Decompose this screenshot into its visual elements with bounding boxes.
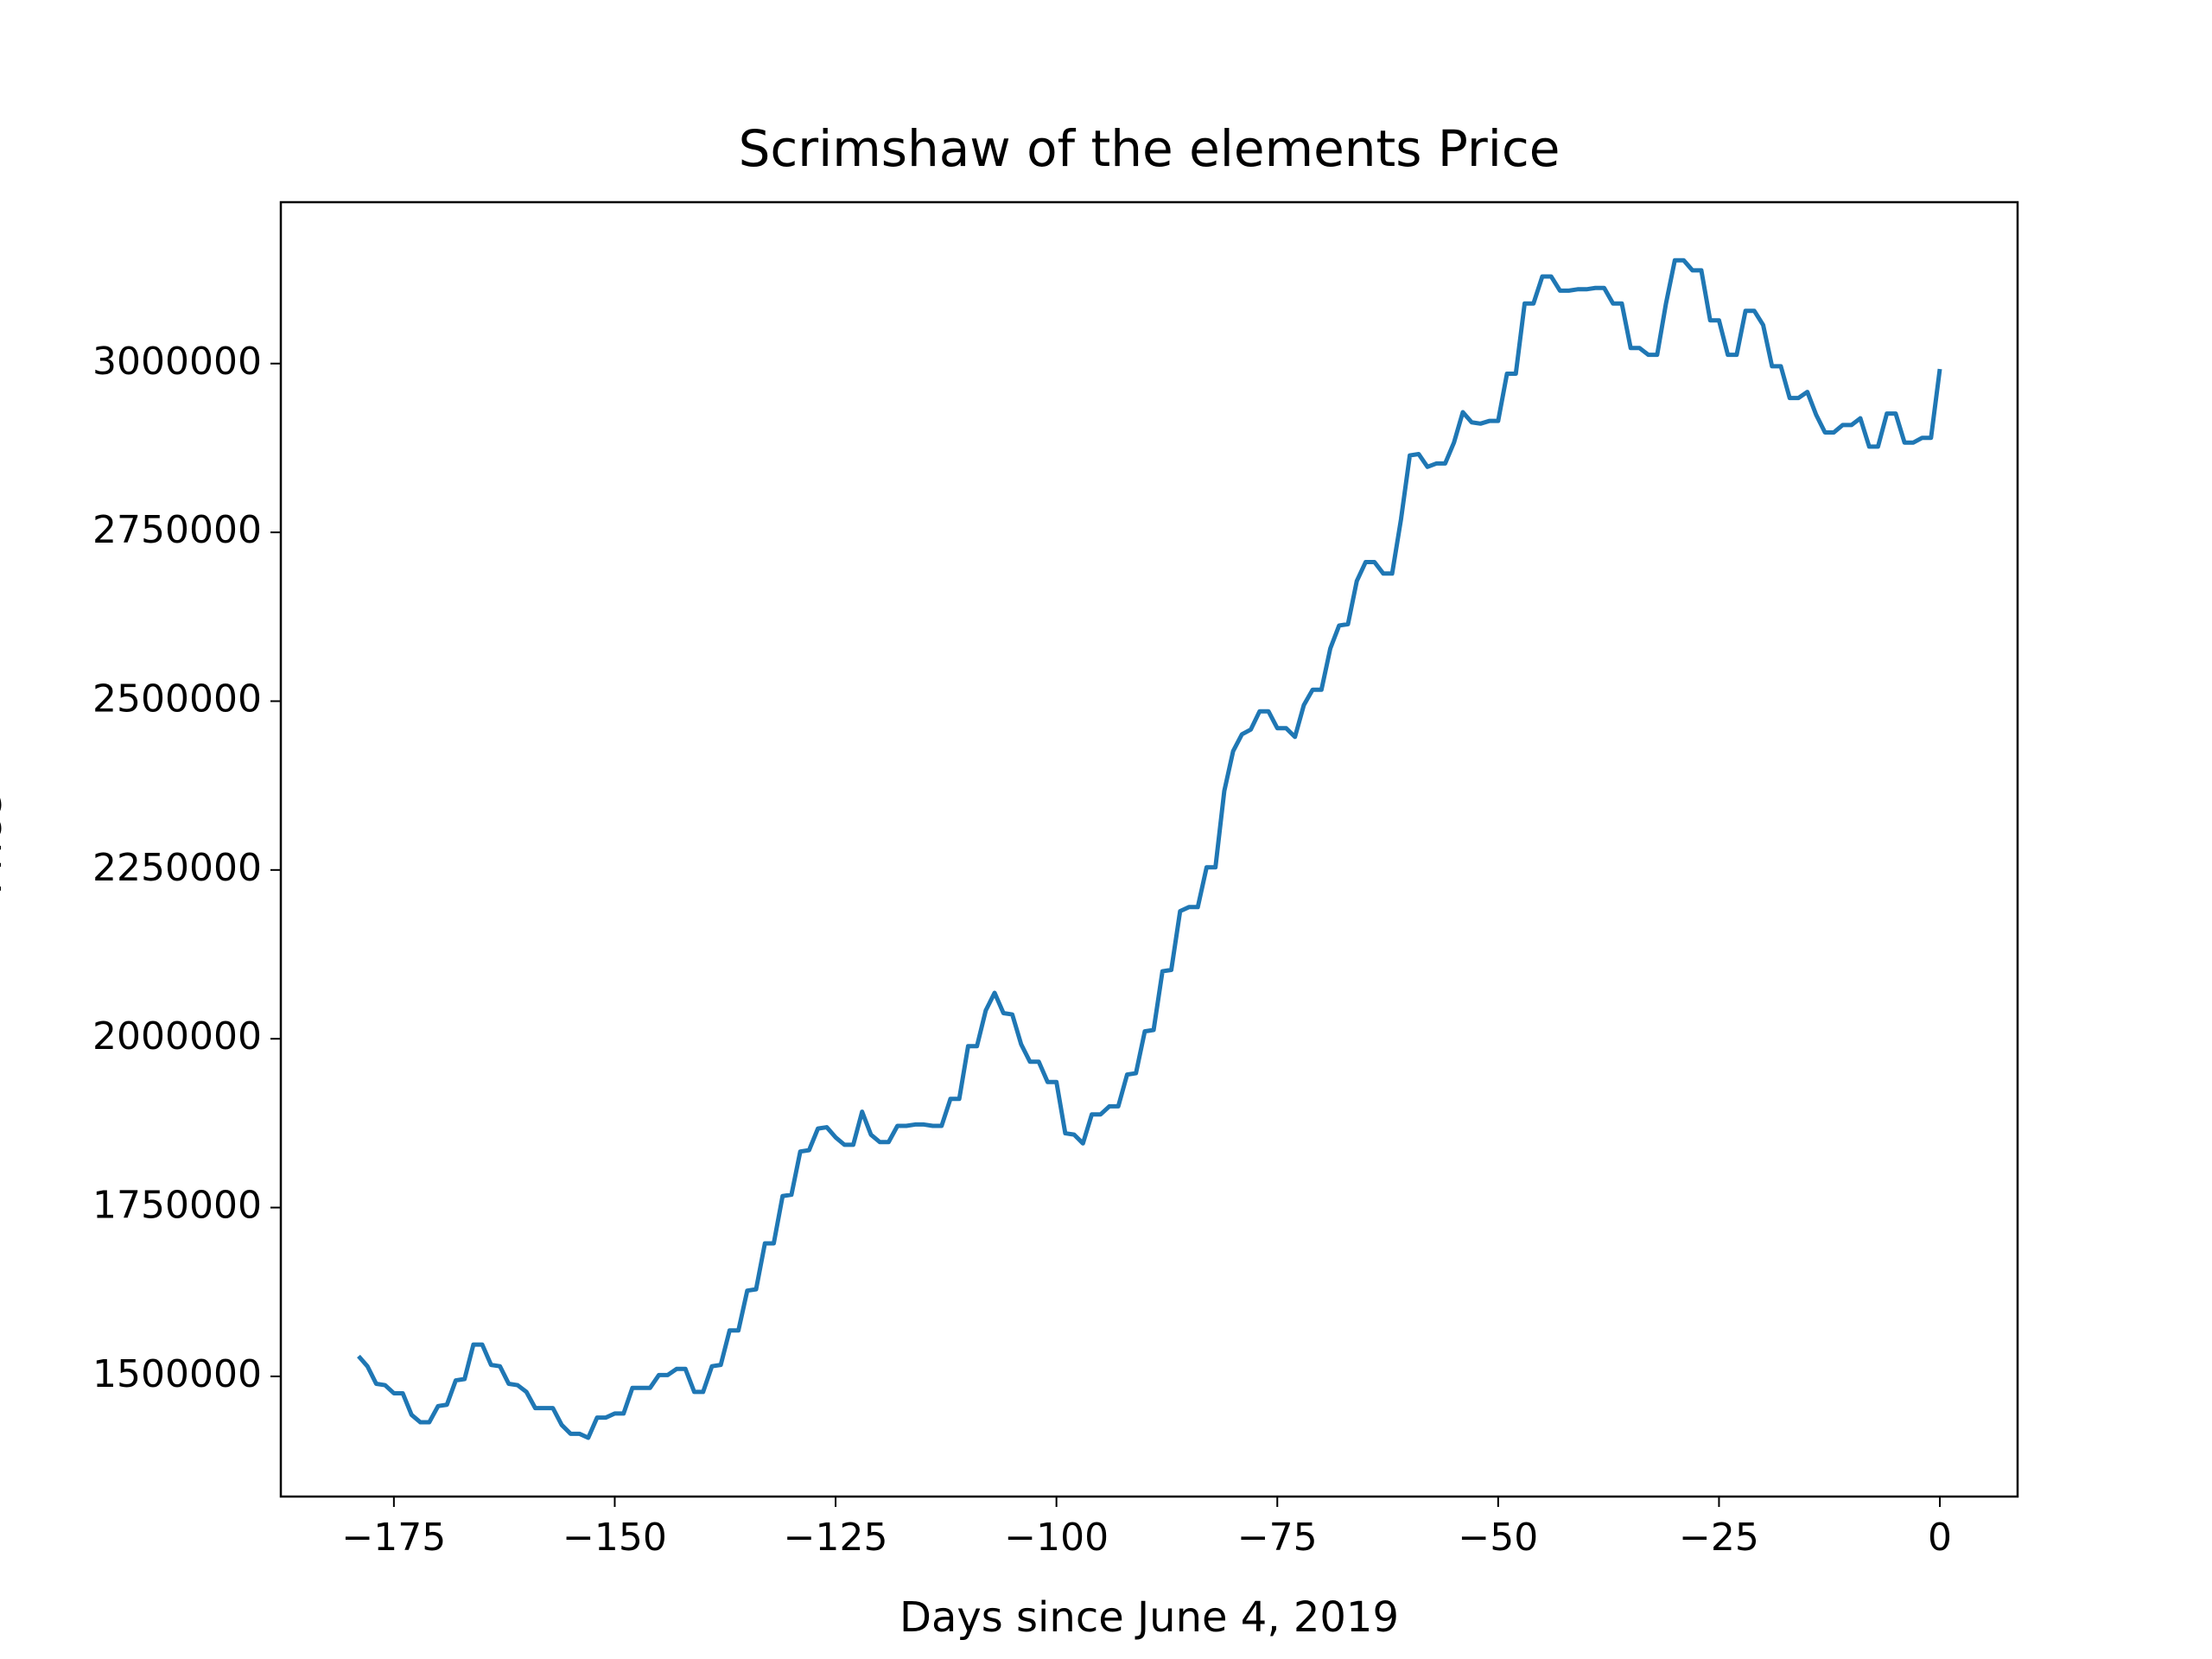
y-tick-label: 1750000 [92, 1184, 262, 1228]
y-tick-label: 2500000 [92, 677, 262, 721]
x-tick-label: −50 [1458, 1516, 1538, 1560]
data-line [357, 257, 1942, 1440]
x-tick-label: 0 [1928, 1516, 1952, 1560]
y-tick-label: 2750000 [92, 508, 262, 552]
plot-frame [279, 200, 2019, 1498]
y-tick-label: 1500000 [92, 1352, 262, 1396]
x-tick-label: −125 [784, 1516, 888, 1560]
y-axis-label: Price [0, 793, 11, 894]
x-tick-label: −150 [563, 1516, 667, 1560]
x-tick-label: −175 [341, 1516, 446, 1560]
y-tick-label: 3000000 [92, 340, 262, 384]
x-tick-label: −75 [1237, 1516, 1318, 1560]
chart-title: Scrimshaw of the elements Price [739, 119, 1560, 178]
x-axis-label: Days since June 4, 2019 [899, 1593, 1399, 1642]
y-tick-label: 2250000 [92, 846, 262, 890]
x-tick-label: −100 [1004, 1516, 1109, 1560]
x-tick-label: −25 [1679, 1516, 1759, 1560]
y-tick-label: 2000000 [92, 1014, 262, 1058]
